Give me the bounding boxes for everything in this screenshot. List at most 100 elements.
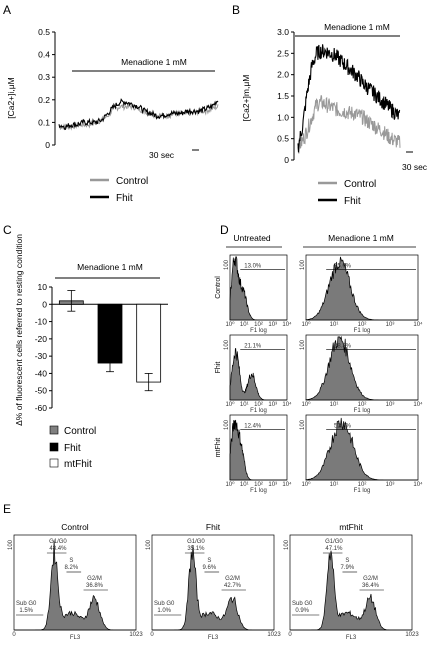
chart-d-percentage: 21.1% bbox=[244, 343, 262, 349]
chart-d-xtick-label: 10⁴ bbox=[413, 321, 423, 328]
chart-e-histogram-control bbox=[14, 540, 136, 631]
chart-d-ytick-label: 100 bbox=[224, 339, 230, 350]
chart-a-ylabel: [Ca2+]i,μM bbox=[6, 77, 16, 119]
chart-e-subg0-value: 1.0% bbox=[157, 608, 171, 614]
chart-b-ytick-label: 2.0 bbox=[277, 70, 289, 80]
chart-b-ytick-label: 1.5 bbox=[277, 91, 289, 101]
chart-a-ytick-label: 0.5 bbox=[38, 27, 50, 37]
chart-d-row-label-control: Control bbox=[215, 276, 222, 299]
chart-e-title-control: Control bbox=[61, 522, 89, 532]
chart-d: Untreated Menadione 1 mM Control 13.0% 100… bbox=[215, 233, 423, 494]
chart-c-bar-mtfhit bbox=[136, 303, 162, 383]
panel-label-c: C bbox=[3, 223, 12, 237]
chart-a-ytick-label: 0.4 bbox=[38, 50, 50, 60]
legend-c-fhit: Fhit bbox=[64, 443, 81, 454]
chart-b-ytick-label: 2.5 bbox=[277, 48, 289, 58]
chart-e-g1-value: 35.1% bbox=[187, 546, 205, 552]
chart-d-xlabel: F1 log bbox=[250, 408, 267, 414]
chart-a-scale-label: 30 sec bbox=[149, 150, 175, 160]
legend-b-fhit: Fhit bbox=[344, 196, 361, 207]
chart-d-xtick-label: 10³ bbox=[268, 402, 277, 408]
chart-d-xtick-label: 10⁴ bbox=[282, 401, 292, 408]
legend-b-control: Control bbox=[344, 179, 376, 190]
chart-d-percentage: 38.3% bbox=[334, 343, 352, 349]
panel-label-a: A bbox=[3, 3, 11, 17]
chart-b-ytick-label: 0.5 bbox=[277, 134, 289, 144]
chart-a-ytick-label: 0.3 bbox=[38, 72, 50, 82]
chart-d-xtick-label: 10⁰ bbox=[301, 481, 311, 488]
chart-a-ytick-label: 0 bbox=[45, 140, 50, 150]
chart-e-g2m-label: G2/M bbox=[225, 576, 240, 582]
chart-d-xtick-label: 10³ bbox=[268, 322, 277, 328]
chart-d-col-header-untreated: Untreated bbox=[233, 233, 271, 243]
chart-d-ytick-label: 100 bbox=[224, 259, 230, 270]
chart-e-s-value: 7.9% bbox=[340, 565, 354, 571]
chart-d-xtick-label: 10¹ bbox=[240, 402, 249, 408]
chart-d-xtick-label: 10⁰ bbox=[301, 401, 311, 408]
chart-b-ylabel: [Ca2+]m,μM bbox=[241, 75, 251, 122]
chart-d-col-header-menadione: Menadione 1 mM bbox=[328, 233, 394, 243]
chart-d-percentage: 12.4% bbox=[244, 423, 262, 429]
chart-e-xlabel: FL3 bbox=[70, 635, 81, 641]
chart-c-ytick-label: -10 bbox=[35, 317, 48, 327]
chart-e-s-value: 8.2% bbox=[64, 565, 78, 571]
chart-a-annotation: Menadione 1 mM bbox=[121, 57, 187, 67]
chart-b-series-fhit bbox=[297, 44, 401, 153]
chart-d-xtick-label: 10² bbox=[254, 402, 263, 408]
chart-e-subg0-label: Sub G0 bbox=[292, 601, 313, 607]
legend-c-swatch-control bbox=[49, 425, 59, 435]
chart-e-xlabel: FL3 bbox=[208, 635, 219, 641]
chart-e-g1-label: G1/G0 bbox=[187, 539, 205, 545]
chart-c-ytick-label: -20 bbox=[35, 334, 48, 344]
legend-b: Control Fhit bbox=[318, 179, 376, 207]
chart-d-xlabel: F1 log bbox=[354, 408, 371, 414]
chart-d-xtick-label: 10⁴ bbox=[413, 401, 423, 408]
chart-d-xtick-label: 10³ bbox=[386, 482, 395, 488]
chart-c-ytick-label: -40 bbox=[35, 368, 48, 378]
chart-e-xtick-max: 1023 bbox=[129, 632, 143, 638]
chart-d-xtick-label: 10⁴ bbox=[282, 481, 292, 488]
chart-c-ylabel-line1: Δ% of fluorescent cells referred to rest… bbox=[14, 234, 24, 426]
chart-c-ylabel: Δ% of fluorescent cells referred to rest… bbox=[14, 234, 24, 426]
chart-d-histogram-mtfhit-0 bbox=[229, 419, 287, 481]
chart-d-xtick-label: 10⁰ bbox=[225, 401, 235, 408]
chart-e-g2m-label: G2/M bbox=[87, 576, 102, 582]
chart-d-ytick-label: 100 bbox=[300, 259, 306, 270]
chart-c-ytick-label: 10 bbox=[38, 282, 48, 292]
chart-b-ytick-label: 1.0 bbox=[277, 112, 289, 122]
chart-e-subg0-value: 1.5% bbox=[19, 608, 33, 614]
chart-d-xtick-label: 10³ bbox=[386, 322, 395, 328]
chart-d-percentage: 13.0% bbox=[244, 263, 262, 269]
chart-d-xtick-label: 10⁰ bbox=[225, 481, 235, 488]
panel-label-d: D bbox=[220, 223, 229, 237]
chart-d-xtick-label: 10¹ bbox=[330, 402, 339, 408]
chart-b-series-control bbox=[297, 95, 401, 154]
legend-c-swatch-mtfhit bbox=[49, 458, 59, 468]
chart-d-row-label-fhit: Fhit bbox=[215, 362, 222, 374]
chart-e-histogram-mtfhit bbox=[290, 550, 412, 631]
chart-b-scale-label: 30 sec bbox=[402, 162, 428, 172]
chart-d-ytick-label: 100 bbox=[300, 419, 306, 430]
chart-e-s-label: S bbox=[207, 558, 211, 564]
chart-d-xtick-label: 10¹ bbox=[240, 482, 249, 488]
chart-d-percentage: 52.5% bbox=[334, 423, 352, 429]
chart-d-xlabel: F1 log bbox=[250, 488, 267, 494]
panel-label-b: B bbox=[232, 3, 240, 17]
chart-d-xtick-label: 10¹ bbox=[240, 322, 249, 328]
chart-d-xtick-label: 10³ bbox=[386, 402, 395, 408]
legend-c-control: Control bbox=[64, 426, 96, 437]
chart-d-xtick-label: 10² bbox=[254, 322, 263, 328]
chart-e-ytick-label: 100 bbox=[8, 539, 14, 550]
chart-c-ytick-label: 0 bbox=[42, 299, 47, 309]
chart-d-histogram-control-1 bbox=[305, 256, 418, 321]
chart-d-xtick-label: 10⁰ bbox=[225, 321, 235, 328]
panel-label-e: E bbox=[3, 502, 11, 516]
chart-d-xtick-label: 10³ bbox=[268, 482, 277, 488]
legend-c-mtfhit: mtFhit bbox=[64, 459, 92, 470]
chart-e-g1-label: G1/G0 bbox=[49, 539, 67, 545]
chart-c-annotation: Menadione 1 mM bbox=[77, 262, 143, 272]
chart-e-histogram-fhit bbox=[152, 544, 274, 631]
chart-d-xtick-label: 10⁴ bbox=[413, 481, 423, 488]
chart-d-xtick-label: 10¹ bbox=[330, 482, 339, 488]
